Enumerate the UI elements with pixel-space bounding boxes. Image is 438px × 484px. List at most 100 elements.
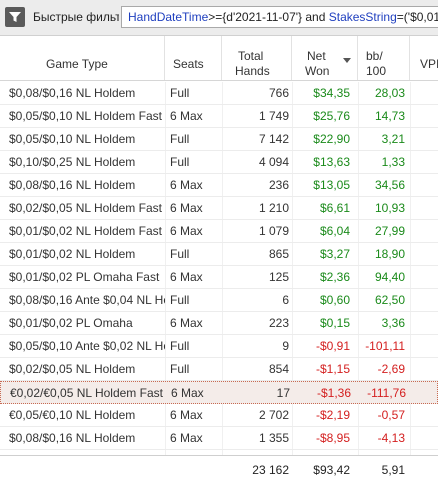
bb100-cell: 18,90 bbox=[374, 247, 405, 261]
net-won-cell: -$0,91 bbox=[315, 339, 350, 353]
column-header-label: Won bbox=[305, 64, 330, 78]
table-row[interactable]: $0,05/$0,10 NL Holdem Fast 6 Max 1 749 $25,… bbox=[0, 105, 438, 128]
column-header-total-hands[interactable]: Total Hands bbox=[222, 36, 292, 80]
table-row[interactable]: $0,08/$0,16 NL Holdem 6 Max 236 $13,05 34,56 bbox=[0, 174, 438, 197]
seats-cell: 6 Max bbox=[170, 109, 203, 123]
total-hands-cell: 750 bbox=[222, 450, 289, 455]
net-won-cell: $13,05 bbox=[313, 178, 350, 192]
game-type-cell: $0,02/$0,05 NL Holdem bbox=[9, 362, 136, 376]
seats-cell: 6 Max bbox=[170, 450, 222, 455]
table-row[interactable]: $0,10/$0,25 NL Holdem Full 4 094 $13,63 1,33 bbox=[0, 151, 438, 174]
column-header-label: Net bbox=[307, 49, 326, 63]
column-header-label: 100 bbox=[366, 64, 387, 78]
funnel-icon bbox=[9, 12, 21, 22]
column-header-label: Hands bbox=[235, 64, 270, 78]
net-won-cell: -$1,36 bbox=[316, 386, 351, 400]
total-hands-cell: 2 702 bbox=[258, 408, 289, 422]
seats-cell: Full bbox=[170, 339, 190, 353]
table-row[interactable]: $0,02/$0,05 NL Holdem Full 854 -$1,15 -2,69 bbox=[0, 358, 438, 381]
column-header-label: Game Type bbox=[46, 57, 108, 71]
seats-cell: 6 Max bbox=[170, 431, 203, 445]
total-hands-value: 23 162 bbox=[252, 463, 289, 477]
bb100-cell: 14,73 bbox=[374, 109, 405, 123]
table-row[interactable]: $0,08/$0,16 Ante $0,04 NL Ho Full 6 $0,60 62… bbox=[0, 289, 438, 312]
net-won-cell: $25,76 bbox=[313, 109, 350, 123]
seats-cell: 6 Max bbox=[170, 270, 203, 284]
seats-cell: Full bbox=[170, 132, 190, 146]
seats-cell: Full bbox=[170, 362, 190, 376]
bb100-cell: 94,40 bbox=[374, 270, 405, 284]
net-won-cell: -$8,95 bbox=[315, 431, 350, 445]
total-hands-cell: 1 749 bbox=[258, 109, 289, 123]
total-net-won-value: $93,42 bbox=[313, 463, 350, 477]
column-header-seats[interactable]: Seats bbox=[165, 36, 222, 80]
table-row[interactable]: $0,01/$0,02 NL Holdem Full 865 $3,27 18,90 bbox=[0, 243, 438, 266]
table-row[interactable]: $0,01/$0,02 PL Omaha Fast 6 Max 125 $2,36 94… bbox=[0, 266, 438, 289]
net-won-cell: -$28,74 bbox=[292, 450, 350, 455]
game-type-cell: $0,05/$0,10 NL Holdem Fast bbox=[9, 109, 162, 123]
total-hands-cell: 1 355 bbox=[258, 431, 289, 445]
table-row[interactable]: $0,01/$0,02 PL Omaha 6 Max 223 $0,15 3,36 bbox=[0, 312, 438, 335]
column-header-bb100[interactable]: bb/ 100 bbox=[358, 36, 410, 80]
totals-row: 23 162 $93,42 5,91 bbox=[0, 455, 438, 483]
column-header-label: bb/ bbox=[366, 49, 383, 63]
game-type-cell: $0,08/$0,16 NL Holdem bbox=[9, 178, 136, 192]
bb100-cell: -0,57 bbox=[377, 408, 405, 422]
total-hands-cell: 9 bbox=[282, 339, 289, 353]
net-won-cell: -$1,15 bbox=[315, 362, 350, 376]
column-header-net-won[interactable]: Net Won bbox=[292, 36, 358, 80]
game-type-cell: $0,08/$0,16 NL Holdem bbox=[9, 86, 136, 100]
seats-cell: 6 Max bbox=[170, 316, 203, 330]
quick-filter-label: Быстрые фильт bbox=[33, 10, 119, 24]
bb100-cell: -4,13 bbox=[377, 431, 405, 445]
seats-cell: Full bbox=[170, 247, 190, 261]
table-row[interactable]: $0,02/$0,05 NL Holdem Fast 6 Max 1 210 $6,6… bbox=[0, 197, 438, 220]
game-type-cell: $0,08/$0,16 NL Holdem bbox=[9, 431, 136, 445]
column-header-game-type[interactable]: Game Type bbox=[0, 36, 165, 80]
game-type-cell: $0,10/$0,25 NL Holdem bbox=[9, 155, 136, 169]
sort-descending-icon bbox=[343, 58, 351, 63]
seats-cell: 6 Max bbox=[170, 178, 203, 192]
column-divider bbox=[358, 82, 359, 455]
table-header: Game Type Seats Total Hands Net Won bb/ … bbox=[0, 36, 438, 81]
filter-expr-part: StakesString bbox=[328, 10, 397, 24]
seats-cell: Full bbox=[170, 155, 190, 169]
table-row[interactable]: €0,02/€0,05 NL Holdem Fast 6 Max 17 -$1,36 -… bbox=[0, 381, 438, 404]
bb100-cell: 3,36 bbox=[381, 316, 405, 330]
total-hands-cell: 7 142 bbox=[258, 132, 289, 146]
net-won-cell: $6,04 bbox=[319, 224, 350, 238]
bb100-cell: 34,56 bbox=[374, 178, 405, 192]
column-header-vpip[interactable]: VPI bbox=[410, 36, 438, 80]
column-divider bbox=[292, 82, 293, 455]
bb100-cell: -111,76 bbox=[367, 386, 406, 400]
total-bb100-value: 5,91 bbox=[381, 463, 405, 477]
total-hands-cell: 17 bbox=[276, 386, 290, 400]
table-row[interactable]: $0,05/$0,10 Ante $0,02 NL Ho Full 9 -$0,91 -… bbox=[0, 335, 438, 358]
seats-cell: 6 Max bbox=[171, 386, 204, 400]
game-type-cell: €0,05/€0,10 NL Holdem bbox=[9, 408, 136, 422]
bb100-cell: 27,99 bbox=[374, 224, 405, 238]
total-hands-cell: 236 bbox=[268, 178, 289, 192]
net-won-cell: $22,90 bbox=[313, 132, 350, 146]
table-row[interactable]: $0,01/$0,02 NL Holdem Fast 6 Max 1 079 $6,0… bbox=[0, 220, 438, 243]
bb100-cell: 10,93 bbox=[374, 201, 405, 215]
game-type-cell: $0,08/$0,16 Ante $0,04 NL Ho bbox=[9, 293, 165, 307]
game-type-cell: $0,05/$0,10 NL Holdem bbox=[9, 132, 136, 146]
column-divider bbox=[410, 82, 411, 455]
net-won-cell: $0,15 bbox=[319, 316, 350, 330]
bb100-cell: -101,11 bbox=[365, 339, 405, 353]
game-type-cell: €0,02/€0,05 NL Holdem Fast bbox=[10, 386, 163, 400]
game-type-cell: $0,10/$0,20 NL Holdem bbox=[9, 450, 165, 455]
table-row[interactable]: $0,08/$0,16 NL Holdem 6 Max 1 355 -$8,95 -4,… bbox=[0, 427, 438, 450]
column-header-label: Total bbox=[238, 49, 264, 63]
table-row[interactable]: €0,05/€0,10 NL Holdem 6 Max 2 702 -$2,19 -0,… bbox=[0, 404, 438, 427]
total-hands-cell: 854 bbox=[268, 362, 289, 376]
column-divider bbox=[165, 82, 166, 455]
table-row[interactable]: $0,05/$0,10 NL Holdem Full 7 142 $22,90 3,21 bbox=[0, 128, 438, 151]
bb100-cell: 3,21 bbox=[381, 132, 405, 146]
table-row[interactable]: $0,08/$0,16 NL Holdem Full 766 $34,35 28,03 bbox=[0, 82, 438, 105]
filter-expression-field[interactable]: HandDateTime>={d'2021-11-07'} and Stakes… bbox=[121, 6, 438, 28]
column-header-label: Seats bbox=[173, 57, 204, 71]
filter-funnel-button[interactable] bbox=[5, 7, 25, 27]
table-row[interactable]: $0,10/$0,20 NL Holdem 6 Max750-$28,74 -18,… bbox=[0, 450, 438, 455]
